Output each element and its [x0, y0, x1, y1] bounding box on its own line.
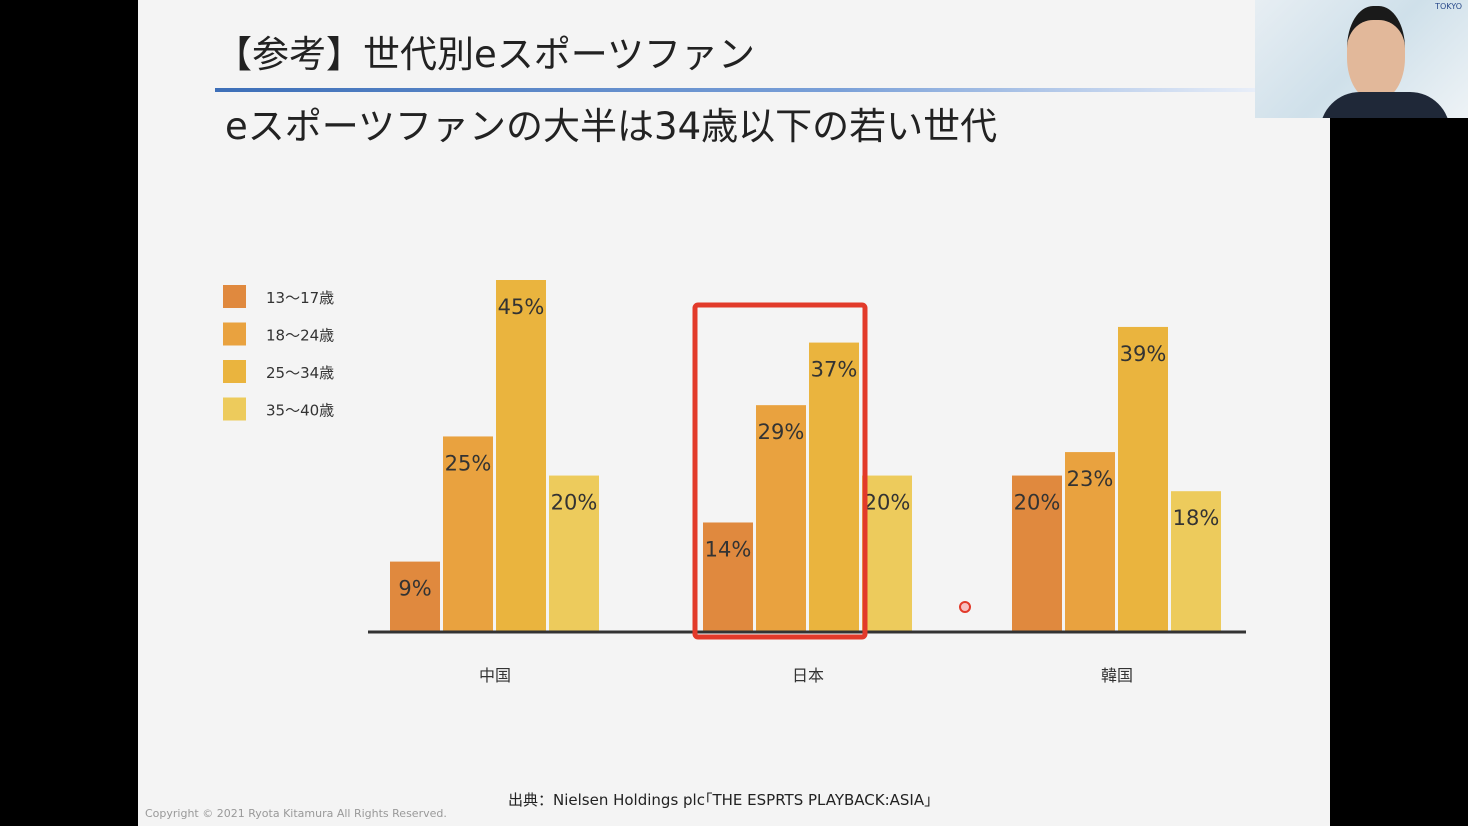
copyright: Copyright © 2021 Ryota Kitamura All Righ…: [145, 807, 447, 820]
category-label: 日本: [792, 666, 824, 685]
bar: [1012, 475, 1062, 632]
legend-swatch: [223, 285, 246, 308]
bar: [496, 280, 546, 632]
data-label: 18%: [1173, 506, 1220, 530]
bar: [862, 475, 912, 632]
bar: [703, 522, 753, 632]
slide-subtitle: eスポーツファンの大半は34歳以下の若い世代: [225, 105, 998, 148]
title-divider: [215, 88, 1255, 92]
data-label: 20%: [551, 491, 598, 515]
data-label: 20%: [864, 491, 911, 515]
source-citation: 出典：Nielsen Holdings plc｢THE ESPRTS PLAYB…: [508, 791, 932, 809]
bar: [1171, 491, 1221, 632]
bar: [809, 342, 859, 632]
legend-label: 35〜40歳: [266, 402, 334, 420]
legend-label: 18〜24歳: [266, 327, 334, 345]
data-label: 14%: [705, 537, 752, 561]
bar: [756, 405, 806, 632]
data-label: 39%: [1120, 342, 1167, 366]
webcam-overlay: TOKYO: [1255, 0, 1468, 118]
bar: [549, 475, 599, 632]
data-label: 29%: [758, 420, 805, 444]
bar: [1118, 326, 1168, 632]
slide-title: 【参考】世代別eスポーツファン: [215, 33, 756, 76]
webcam-logo: TOKYO: [1435, 2, 1462, 11]
presenter-head: [1347, 6, 1405, 100]
data-label: 45%: [498, 295, 545, 319]
legend-swatch: [223, 322, 246, 346]
category-label: 中国: [479, 666, 511, 685]
presenter-body: [1320, 92, 1450, 118]
bar: [443, 436, 493, 632]
bar: [390, 561, 440, 632]
data-label: 23%: [1067, 467, 1114, 491]
legend-swatch: [223, 397, 246, 421]
data-label: 25%: [445, 451, 492, 475]
bar: [1065, 452, 1115, 632]
data-label: 37%: [811, 358, 858, 382]
highlight-box: [692, 302, 868, 640]
category-label: 韓国: [1101, 666, 1133, 685]
data-label: 20%: [1014, 491, 1061, 515]
legend-label: 13〜17歳: [266, 289, 334, 307]
legend-label: 25〜34歳: [266, 364, 334, 382]
data-label: 9%: [398, 577, 431, 601]
legend-swatch: [223, 360, 246, 383]
laser-pointer: [959, 601, 971, 613]
